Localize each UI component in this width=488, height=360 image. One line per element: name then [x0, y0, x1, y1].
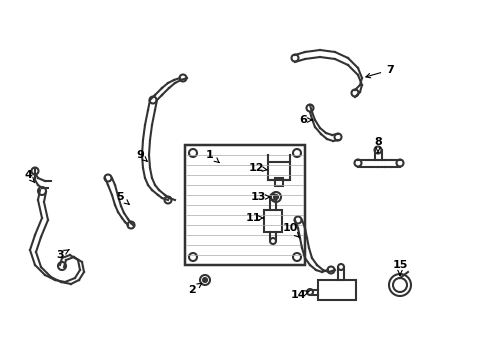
Text: 1: 1	[206, 150, 219, 163]
Text: 14: 14	[289, 290, 308, 300]
Circle shape	[273, 195, 278, 199]
Text: 8: 8	[373, 137, 381, 153]
Text: 3: 3	[56, 250, 69, 260]
Circle shape	[203, 278, 206, 282]
Text: 11: 11	[245, 213, 263, 223]
Text: 5: 5	[116, 192, 129, 204]
Text: 6: 6	[299, 115, 312, 125]
Bar	[264, 210, 282, 232]
Text: 10: 10	[282, 223, 299, 238]
Bar	[267, 162, 289, 180]
Text: 9: 9	[136, 150, 147, 161]
Text: 13: 13	[250, 192, 269, 202]
Text: 2: 2	[188, 283, 202, 295]
Text: 4: 4	[24, 170, 35, 183]
Text: 7: 7	[365, 65, 393, 78]
Bar	[184, 145, 305, 265]
Bar	[274, 178, 283, 186]
Text: 15: 15	[391, 260, 407, 276]
Bar	[317, 280, 355, 300]
Text: 12: 12	[248, 163, 266, 173]
